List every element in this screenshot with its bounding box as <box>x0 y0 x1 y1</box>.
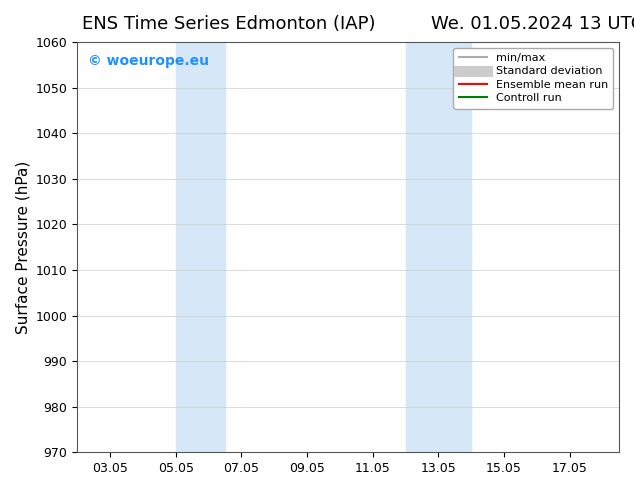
Bar <box>406 42 471 452</box>
Y-axis label: Surface Pressure (hPa): Surface Pressure (hPa) <box>15 161 30 334</box>
Text: © woeurope.eu: © woeurope.eu <box>88 54 209 69</box>
Legend: min/max, Standard deviation, Ensemble mean run, Controll run: min/max, Standard deviation, Ensemble me… <box>453 48 614 109</box>
Text: ENS Time Series Edmonton (IAP): ENS Time Series Edmonton (IAP) <box>82 15 376 33</box>
Text: We. 01.05.2024 13 UTC: We. 01.05.2024 13 UTC <box>431 15 634 33</box>
Bar <box>176 42 225 452</box>
